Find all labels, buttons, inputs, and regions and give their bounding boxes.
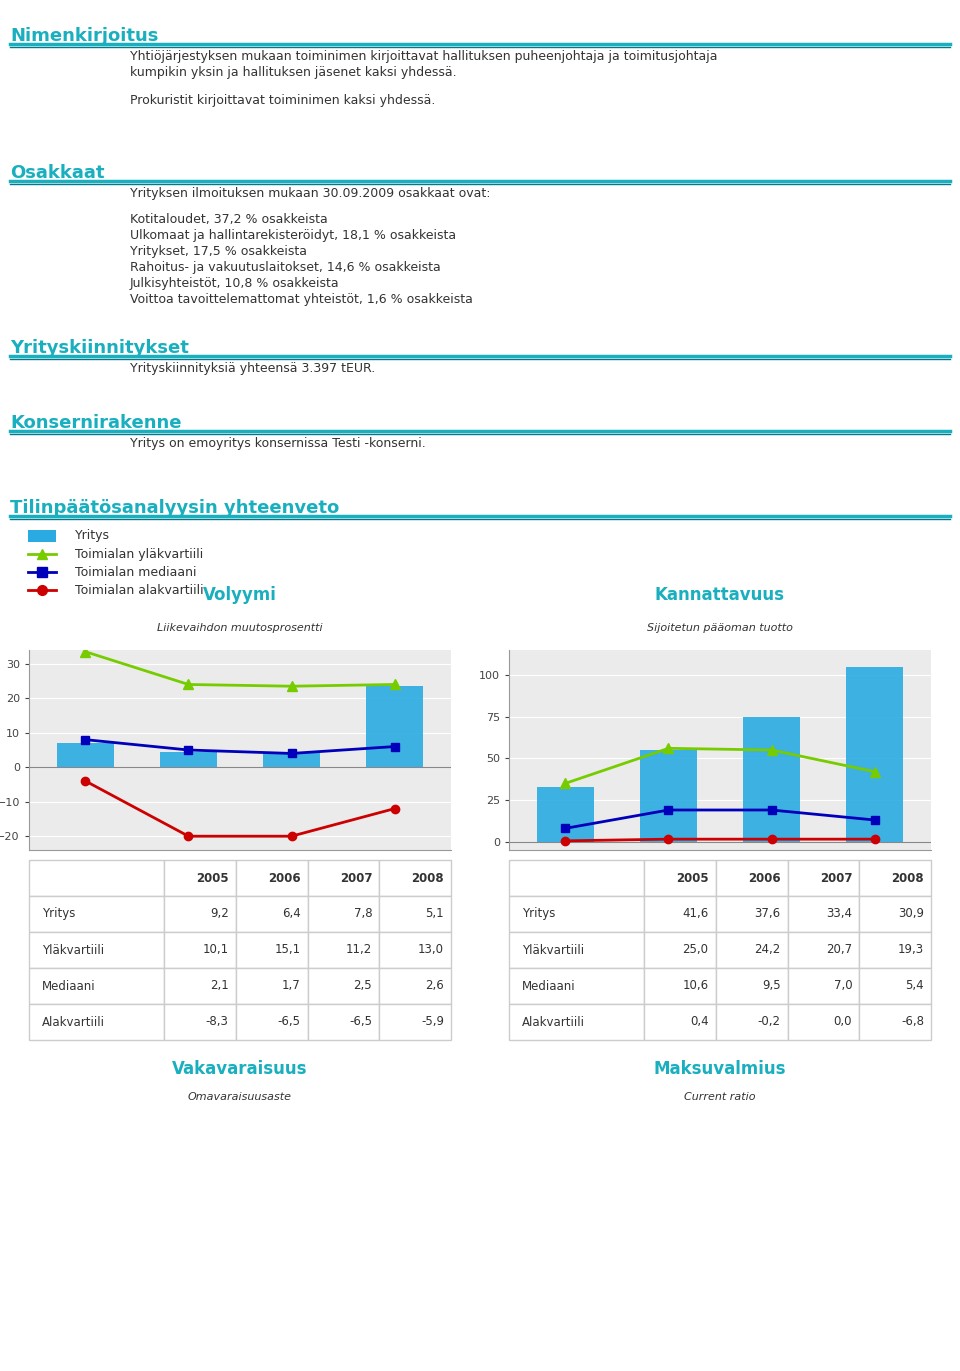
Text: Vakavaraisuus: Vakavaraisuus <box>172 1060 308 1078</box>
Text: Rahoitus- ja vakuutuslaitokset, 14,6 % osakkeista: Rahoitus- ja vakuutuslaitokset, 14,6 % o… <box>130 260 441 274</box>
Bar <box>366 687 422 768</box>
Text: kumpikin yksin ja hallituksen jäsenet kaksi yhdessä.: kumpikin yksin ja hallituksen jäsenet ka… <box>130 66 457 80</box>
Bar <box>538 787 594 842</box>
Text: Yritys on emoyritys konsernissa Testi -konserni.: Yritys on emoyritys konsernissa Testi -k… <box>130 437 425 450</box>
Bar <box>846 666 902 842</box>
Bar <box>263 754 320 768</box>
Text: Yrityskiinnitykset: Yrityskiinnitykset <box>10 339 189 356</box>
Text: Yhtiöjärjestyksen mukaan toiminimen kirjoittavat hallituksen puheenjohtaja ja to: Yhtiöjärjestyksen mukaan toiminimen kirj… <box>130 49 717 63</box>
Text: Ulkomaat ja hallintarekisteröidyt, 18,1 % osakkeista: Ulkomaat ja hallintarekisteröidyt, 18,1 … <box>130 229 456 243</box>
Text: Current ratio: Current ratio <box>684 1091 756 1102</box>
Text: Osakkaat: Osakkaat <box>10 165 105 182</box>
Text: Toimialan mediaani: Toimialan mediaani <box>75 565 197 579</box>
Text: Yritys: Yritys <box>75 529 110 542</box>
Text: Julkisyhteistöt, 10,8 % osakkeista: Julkisyhteistöt, 10,8 % osakkeista <box>130 277 340 291</box>
Text: Toimialan yläkvartiili: Toimialan yläkvartiili <box>75 547 204 561</box>
Text: Volyymi: Volyymi <box>204 587 276 605</box>
Text: Toimialan alakvartiili: Toimialan alakvartiili <box>75 584 204 596</box>
Text: Kannattavuus: Kannattavuus <box>655 587 785 605</box>
Bar <box>58 743 114 768</box>
Text: Kotitaloudet, 37,2 % osakkeista: Kotitaloudet, 37,2 % osakkeista <box>130 213 327 226</box>
Bar <box>640 750 697 842</box>
Text: Yritykset, 17,5 % osakkeista: Yritykset, 17,5 % osakkeista <box>130 245 307 258</box>
Text: Omavaraisuusaste: Omavaraisuusaste <box>188 1091 292 1102</box>
Text: Yrityksen ilmoituksen mukaan 30.09.2009 osakkaat ovat:: Yrityksen ilmoituksen mukaan 30.09.2009 … <box>130 186 491 200</box>
Text: Sijoitetun pääoman tuotto: Sijoitetun pääoman tuotto <box>647 624 793 633</box>
Text: Nimenkirjoitus: Nimenkirjoitus <box>10 27 158 45</box>
Bar <box>743 717 800 842</box>
Bar <box>160 751 217 768</box>
Text: Voittoa tavoittelemattomat yhteistöt, 1,6 % osakkeista: Voittoa tavoittelemattomat yhteistöt, 1,… <box>130 293 473 306</box>
Text: Konsernirakenne: Konsernirakenne <box>10 414 181 432</box>
Text: Prokuristit kirjoittavat toiminimen kaksi yhdessä.: Prokuristit kirjoittavat toiminimen kaks… <box>130 95 436 107</box>
Text: Tilinpäätösanalyysin yhteenveto: Tilinpäätösanalyysin yhteenveto <box>10 499 339 517</box>
Text: Liikevaihdon muutosprosentti: Liikevaihdon muutosprosentti <box>157 624 323 633</box>
Text: Maksuvalmius: Maksuvalmius <box>654 1060 786 1078</box>
Text: Yrityskiinnityksiä yhteensä 3.397 tEUR.: Yrityskiinnityksiä yhteensä 3.397 tEUR. <box>130 362 375 376</box>
